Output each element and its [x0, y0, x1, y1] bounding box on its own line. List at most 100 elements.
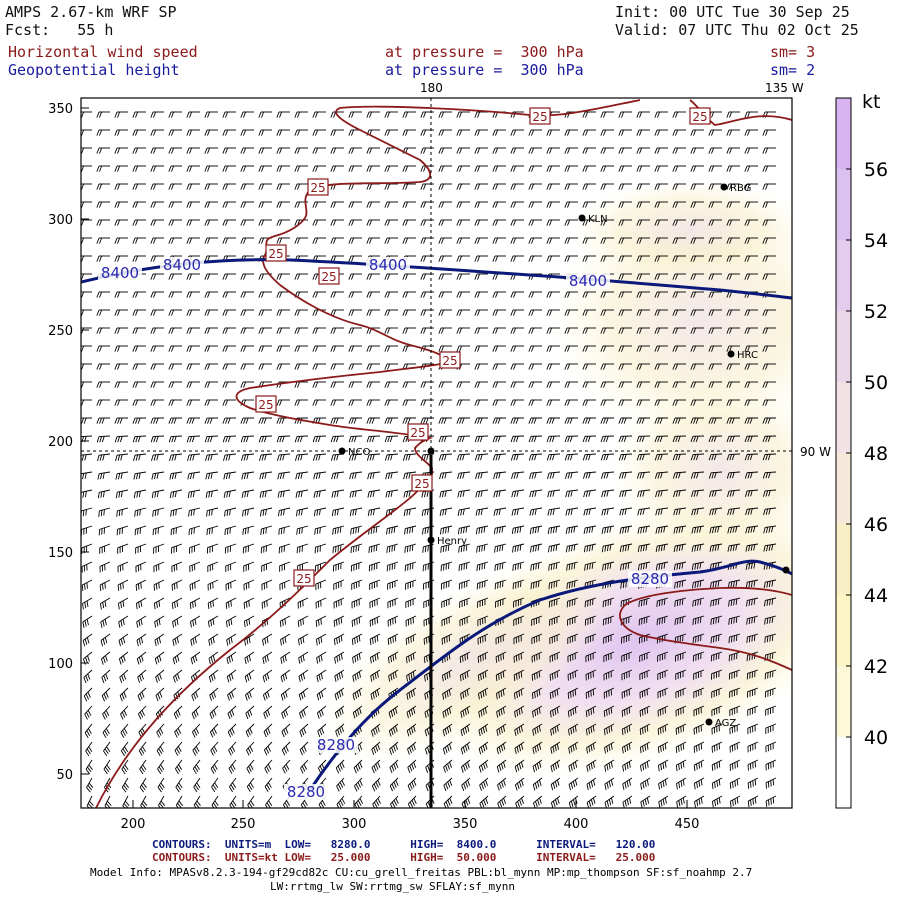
wind-barb [240, 219, 254, 226]
wind-barb [441, 597, 453, 608]
wind-barb [150, 237, 164, 244]
wind-barb [116, 525, 129, 536]
wind-barb [690, 399, 704, 406]
wind-barb [511, 489, 525, 498]
wind-barb [440, 561, 453, 572]
wind-barb [478, 741, 489, 755]
wind-barb [601, 543, 615, 553]
wind-barb [532, 723, 543, 736]
wind-barb [510, 399, 524, 406]
wind-barb [168, 129, 182, 136]
wind-barb [227, 687, 237, 701]
wind-barb [765, 705, 777, 716]
wind-label-box [307, 178, 329, 196]
wind-barb [133, 471, 147, 480]
wind-barb [474, 291, 488, 298]
wind-barb [673, 507, 687, 516]
wind-barb [692, 579, 705, 589]
wind-barb [420, 291, 434, 298]
wind-barb [676, 795, 687, 808]
wind-barb [600, 111, 614, 118]
wind-barb [547, 543, 561, 553]
wind-barb [96, 237, 110, 244]
wind-barb [191, 705, 201, 720]
wind-barb [600, 453, 615, 461]
wind-barb [550, 759, 561, 773]
wind-barb [672, 291, 686, 298]
wind-barb [654, 201, 668, 208]
wind-barb [114, 147, 128, 154]
wind-barb [514, 759, 525, 773]
wind-barb [568, 741, 579, 754]
wind-barb [726, 165, 740, 172]
wind-barb [260, 525, 273, 535]
wind-barb [636, 471, 651, 479]
wind-barb [336, 777, 345, 792]
wind-barb [150, 165, 164, 172]
wind-barb [528, 345, 542, 352]
wind-barb [420, 183, 434, 190]
wind-barb [171, 597, 183, 610]
wind-barb [654, 435, 669, 443]
wind-barb [299, 741, 309, 756]
wind-barb [583, 543, 597, 553]
wind-barb [762, 237, 776, 244]
wind-barb [172, 651, 183, 665]
wind-barb [348, 291, 362, 298]
wind-barb [258, 345, 272, 352]
wind-barb [168, 435, 183, 443]
wind-barb [546, 327, 560, 334]
wind-barb [636, 327, 650, 334]
wind-barb [312, 327, 326, 334]
wind-barb [156, 723, 165, 738]
wind-barb [119, 669, 129, 684]
wind-barb [259, 489, 273, 498]
wind-barb [495, 687, 507, 700]
wind-barb [620, 561, 633, 571]
wind-barb [96, 345, 110, 352]
wind-barb [604, 777, 615, 791]
wind-barb [438, 345, 452, 352]
wind-barb [96, 435, 111, 443]
wind-barb [222, 309, 236, 316]
wind-barb [690, 129, 704, 136]
wind-barb [207, 615, 219, 628]
wind-barb [600, 471, 615, 479]
wind-barb [351, 597, 363, 609]
wind-barb [204, 309, 218, 316]
wind-barb [96, 129, 110, 136]
wind-barb [294, 363, 308, 370]
wind-barb [384, 111, 398, 118]
wind-barb [348, 147, 362, 154]
wind-barb [763, 543, 777, 552]
wind-barb [745, 525, 759, 534]
wind-barb [84, 723, 93, 738]
wind-barb [204, 219, 218, 226]
wind-barb [672, 147, 686, 154]
wind-barb [658, 777, 669, 790]
wind-barb [602, 597, 615, 608]
wind-barb [312, 129, 326, 136]
wind-barb [294, 435, 309, 443]
field1-level: at pressure = 300 hPa [385, 43, 584, 61]
wind-barb [672, 165, 686, 172]
wind-barb [153, 543, 165, 554]
wind-barb [407, 777, 417, 792]
wind-barb [222, 201, 236, 208]
wind-barb [762, 183, 776, 190]
wind-barb [103, 741, 111, 757]
wind-barb [240, 129, 254, 136]
wind-barb [294, 111, 308, 118]
wind-barb [510, 453, 525, 461]
wind-barb [294, 327, 308, 334]
wind-barb [531, 669, 543, 681]
wind-barb [81, 345, 92, 352]
wind-barb [186, 291, 200, 298]
wind-barb [186, 129, 200, 136]
wind-barb [693, 759, 705, 772]
wind-barb [294, 309, 308, 316]
wind-barb [532, 777, 543, 791]
wind-barb [460, 687, 471, 700]
wind-barb [565, 471, 579, 479]
wind-barb [280, 651, 291, 664]
